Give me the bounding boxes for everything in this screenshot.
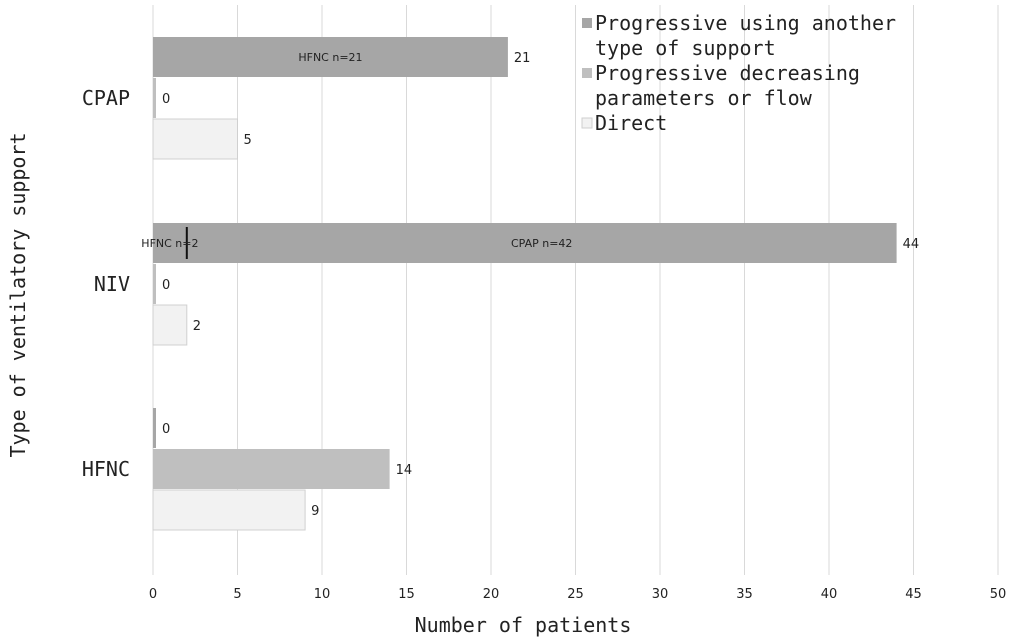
legend-entry-text: Direct	[595, 111, 667, 135]
bar	[153, 37, 508, 77]
x-tick-label: 10	[314, 587, 331, 602]
category-label-hfnc: HFNC	[82, 457, 130, 481]
data-label: 44	[903, 237, 920, 252]
legend-swatch	[581, 117, 593, 129]
x-tick-label: 15	[398, 587, 415, 602]
segment-label: HFNC n=21	[298, 51, 362, 64]
x-tick-label: 50	[990, 587, 1007, 602]
bars	[152, 37, 897, 531]
x-tick-label: 5	[233, 587, 241, 602]
data-label: 0	[162, 92, 170, 107]
data-label: 0	[162, 278, 170, 293]
x-tick-labels: 0 5 10 15 20 25 30 35 40 45 50	[149, 587, 1006, 602]
bar	[152, 489, 306, 531]
legend-entry-text: Progressive decreasing	[595, 61, 860, 85]
legend-swatch	[582, 68, 592, 78]
x-tick-label: 20	[483, 587, 500, 602]
bar	[153, 223, 897, 263]
category-label-niv: NIV	[94, 272, 130, 296]
data-label: 14	[396, 463, 413, 478]
data-label: 9	[311, 504, 319, 519]
data-labels: 21 HFNC n=21 44 HFNC n=2 CPAP n=42 0 0 0 14 5 2 9	[141, 51, 919, 519]
x-tick-label: 30	[652, 587, 669, 602]
x-axis-title: Number of patients	[415, 613, 632, 637]
bar	[153, 408, 156, 448]
category-label-cpap: CPAP	[82, 86, 130, 110]
gridlines	[152, 5, 999, 575]
bar	[153, 78, 156, 118]
legend-swatch	[582, 18, 592, 28]
segment-label: CPAP n=42	[511, 237, 572, 250]
segment-label: HFNC n=2	[141, 237, 198, 250]
category-labels: CPAP NIV HFNC	[82, 86, 130, 481]
data-label: 21	[514, 51, 531, 66]
legend-entry-text: type of support	[595, 36, 776, 60]
x-tick-label: 25	[567, 587, 584, 602]
bar	[152, 118, 238, 160]
legend-entry-text: parameters or flow	[595, 86, 813, 110]
data-label: 0	[162, 422, 170, 437]
data-label: 2	[193, 319, 201, 334]
x-tick-label: 0	[149, 587, 157, 602]
legend-entry-text: Progressive using another	[595, 11, 896, 35]
x-tick-label: 35	[736, 587, 753, 602]
bar	[152, 304, 188, 346]
data-label: 5	[244, 133, 252, 148]
x-tick-label: 40	[821, 587, 838, 602]
y-axis-title: Type of ventilatory support	[6, 132, 30, 457]
bar	[153, 264, 156, 304]
bar	[153, 449, 390, 489]
x-tick-label: 45	[905, 587, 922, 602]
